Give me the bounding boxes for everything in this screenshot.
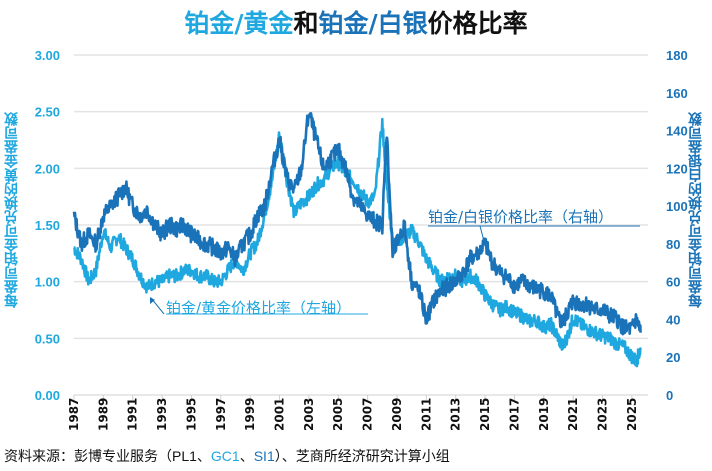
x-tick-label: 1989 [96, 398, 110, 431]
x-tick-label: 2013 [449, 398, 463, 431]
x-axis: 1987 1989 1991 1993 1995 1997 1999 2001 2003 2005… [67, 394, 648, 431]
y-axis-left-label: 每盎司铂金可兑换的黄金盎司数 [4, 112, 20, 308]
y-right-tick-label: 160 [666, 86, 688, 101]
title-and: 和 [293, 9, 319, 38]
y-right-tick-label: 40 [666, 312, 680, 327]
y-axis-right: 0 20 40 60 80 100 120 140 160 180 [666, 48, 688, 403]
x-tick-label: 1999 [243, 398, 257, 431]
annotation-arrowhead-pt-au [150, 297, 155, 304]
y-axis-left: 0.00 0.50 1.00 1.50 2.00 2.50 3.00 [35, 48, 60, 403]
y-right-tick-label: 60 [666, 275, 680, 290]
y-right-tick-label: 20 [666, 350, 680, 365]
y-right-tick-label: 80 [666, 237, 680, 252]
y-left-tick-label: 2.50 [35, 105, 60, 120]
source-pl1: PL1 [172, 448, 197, 464]
x-tick-label: 2019 [537, 398, 551, 431]
source-si1: SI1 [253, 448, 275, 464]
y-left-tick-label: 2.00 [35, 161, 60, 176]
y-left-tick-label: 1.00 [35, 275, 60, 290]
y-left-tick-label: 0.00 [35, 388, 60, 403]
source-sep2: 、 [239, 449, 254, 465]
x-tick-label: 2021 [566, 398, 580, 431]
source-suffix: ）、芝商所经济研究计算小组 [274, 449, 450, 465]
series-lines [72, 112, 642, 368]
title-pt-ag: 铂金/白银 [318, 9, 428, 38]
y-right-tick-label: 140 [666, 124, 688, 139]
annotation-arrowhead-pt-ag [482, 241, 488, 247]
chart-title: 铂金/黄金和铂金/白银价格比率 [0, 4, 712, 40]
source-note: 资料来源：彭博专业服务（PL1、GC1、SI1）、芝商所经济研究计算小组 [4, 446, 450, 466]
y-left-tick-label: 0.50 [35, 331, 60, 346]
x-tick-label: 2017 [507, 398, 521, 431]
series-line-pt-ag [72, 112, 642, 336]
x-tick-label: 1993 [155, 398, 169, 431]
source-prefix: 资料来源：彭博专业服务（ [4, 449, 172, 465]
x-tick-label: 2003 [302, 398, 316, 431]
x-tick-label: 1987 [67, 398, 81, 431]
x-tick-label: 1997 [214, 398, 228, 431]
x-tick-label: 2015 [478, 398, 492, 431]
y-right-tick-label: 100 [666, 199, 688, 214]
annotation-pt-ag: 铂金/白银价格比率（右轴） [428, 208, 614, 226]
annotation-leaders [150, 225, 640, 315]
x-tick-label: 2023 [595, 398, 609, 431]
y-right-tick-label: 0 [666, 388, 673, 403]
x-tick-label: 2001 [273, 398, 287, 431]
y-left-tick-label: 3.00 [35, 48, 60, 63]
x-tick-label: 1991 [126, 398, 140, 431]
y-right-tick-label: 120 [666, 161, 688, 176]
x-tick-label: 2005 [331, 398, 345, 431]
x-tick-label: 2009 [390, 398, 404, 431]
y-axis-right-label: 每盎司铂金可兑换的白银盎司数 [688, 112, 704, 308]
x-tick-label: 2007 [361, 398, 375, 431]
y-left-tick-label: 1.50 [35, 218, 60, 233]
title-ratio: 价格比率 [427, 9, 528, 38]
source-sep1: 、 [196, 449, 211, 465]
x-tick-label: 1995 [184, 398, 198, 431]
x-tick-label: 2025 [625, 398, 639, 431]
x-tick-label: 2011 [419, 398, 433, 431]
annotation-pt-au: 铂金/黄金价格比率（左轴） [166, 299, 352, 317]
source-gc1: GC1 [210, 448, 240, 464]
y-right-tick-label: 180 [666, 48, 688, 63]
title-pt-au: 铂金/黄金 [184, 9, 294, 38]
series-line-pt-au [73, 117, 642, 368]
